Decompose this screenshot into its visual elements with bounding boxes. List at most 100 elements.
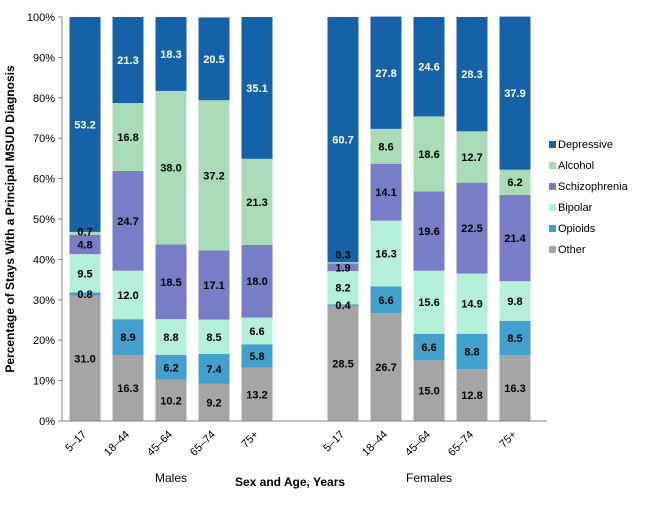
x-tick-label: 65–74 xyxy=(446,429,476,459)
data-label: 37.2 xyxy=(203,170,224,182)
data-label: 18.5 xyxy=(160,277,181,289)
x-tick-label: 18–44 xyxy=(360,429,390,459)
data-label: 8.9 xyxy=(120,332,135,344)
bar-segment-bipolar xyxy=(241,317,273,345)
bar-segment-other xyxy=(112,355,144,421)
data-label: 6.6 xyxy=(249,326,264,338)
group-label-males: Males xyxy=(155,471,187,485)
data-label: 14.9 xyxy=(461,299,482,311)
y-tick-label: 50% xyxy=(33,214,55,226)
bar-segment-bipolar xyxy=(198,319,230,354)
bar-segment-other xyxy=(241,367,273,421)
bar-segment-opioids xyxy=(198,353,230,384)
legend-label-depressive: Depressive xyxy=(558,139,613,151)
legend-label-opioids: Opioids xyxy=(558,223,596,235)
y-tick-label: 90% xyxy=(33,52,55,64)
data-label: 17.1 xyxy=(203,280,224,292)
bar-segment-opioids xyxy=(112,319,144,356)
bar-segment-schizophrenia xyxy=(456,182,488,274)
group-label-females: Females xyxy=(406,471,452,485)
bar-segment-alcohol xyxy=(155,90,187,245)
data-label: 22.5 xyxy=(461,223,482,235)
bar-segment-opioids xyxy=(413,333,445,361)
bar-segment-depressive xyxy=(112,17,144,104)
bar-segment-opioids xyxy=(499,320,531,356)
data-label: 6.6 xyxy=(378,295,393,307)
y-tick-label: 70% xyxy=(33,133,55,145)
bar-segment-bipolar xyxy=(155,319,187,355)
data-label: 12.8 xyxy=(461,390,482,402)
data-label: 8.6 xyxy=(378,141,393,153)
bar-segment-alcohol xyxy=(327,262,359,264)
y-tick-label: 30% xyxy=(33,295,55,307)
bar-segment-depressive xyxy=(370,16,402,129)
data-label: 6.2 xyxy=(163,362,178,374)
data-label: 8.2 xyxy=(335,283,350,295)
bar-segment-alcohol xyxy=(112,103,144,171)
data-label: 16.3 xyxy=(504,383,525,395)
bar-segment-opioids xyxy=(241,344,273,368)
data-label: 21.3 xyxy=(246,197,267,209)
data-label: 14.1 xyxy=(375,187,396,199)
bar-segment-schizophrenia xyxy=(155,244,187,320)
data-label: 38.0 xyxy=(160,163,181,175)
data-label: 8.8 xyxy=(464,347,479,359)
data-label: 28.3 xyxy=(461,69,482,81)
legend-label-other: Other xyxy=(558,244,586,256)
data-label: 53.2 xyxy=(74,119,95,131)
bar-segment-other xyxy=(499,355,531,421)
bar-segment-schizophrenia xyxy=(198,250,230,320)
bar-segment-alcohol xyxy=(499,169,531,195)
x-tick-label: 75+ xyxy=(239,429,261,451)
bar-segment-alcohol xyxy=(69,231,101,235)
data-label: 28.5 xyxy=(332,358,353,370)
bar-segment-schizophrenia xyxy=(112,170,144,271)
x-tick-label: 45–64 xyxy=(145,429,175,459)
bar-segment-depressive xyxy=(241,17,273,159)
y-tick-label: 100% xyxy=(27,12,55,24)
bar-segment-depressive xyxy=(456,17,488,132)
data-label: 9.8 xyxy=(507,296,522,308)
bar-segment-depressive xyxy=(327,17,359,263)
data-label: 6.2 xyxy=(507,177,522,189)
bar-segment-other xyxy=(327,305,359,421)
bar-segment-alcohol xyxy=(456,131,488,183)
data-label: 27.8 xyxy=(375,68,396,80)
bar-segment-bipolar xyxy=(69,254,101,293)
data-label: 19.6 xyxy=(418,226,439,238)
x-tick-label: 5–17 xyxy=(321,429,347,455)
bar-segment-other xyxy=(69,295,101,421)
data-label: 4.8 xyxy=(77,239,92,251)
data-label: 15.0 xyxy=(418,386,439,398)
data-label: 6.6 xyxy=(421,342,436,354)
bar-segment-opioids xyxy=(456,333,488,370)
bar-segment-schizophrenia xyxy=(413,191,445,271)
legend-swatch-opioids xyxy=(549,225,556,232)
bar-segment-alcohol xyxy=(413,116,445,192)
data-label: 8.8 xyxy=(163,332,178,344)
x-tick-label: 45–64 xyxy=(403,429,433,459)
bar-segment-opioids xyxy=(69,292,101,296)
bar-segment-bipolar xyxy=(327,271,359,305)
data-label: 12.0 xyxy=(117,290,138,302)
bar-segment-other xyxy=(456,369,488,421)
y-axis-title: Percentage of Stays With a Principal MSU… xyxy=(3,65,17,373)
x-tick-label: 5–17 xyxy=(63,429,89,455)
data-label: 8.5 xyxy=(206,332,221,344)
legend-swatch-schizophrenia xyxy=(549,183,556,190)
data-label: 9.5 xyxy=(77,268,92,280)
bar-segment-other xyxy=(370,313,402,421)
data-label: 7.4 xyxy=(206,364,222,376)
y-tick-label: 60% xyxy=(33,174,55,186)
data-label: 13.2 xyxy=(246,389,267,401)
bar-segment-depressive xyxy=(198,17,230,101)
bar-segment-depressive xyxy=(413,17,445,117)
y-tick-label: 10% xyxy=(33,376,55,388)
data-label: 0.3 xyxy=(335,249,350,261)
bar-segment-schizophrenia xyxy=(241,244,273,318)
data-label: 18.0 xyxy=(246,276,267,288)
bar-segment-schizophrenia xyxy=(69,234,101,255)
data-label: 37.9 xyxy=(504,88,525,100)
data-label: 1.9 xyxy=(335,262,350,274)
